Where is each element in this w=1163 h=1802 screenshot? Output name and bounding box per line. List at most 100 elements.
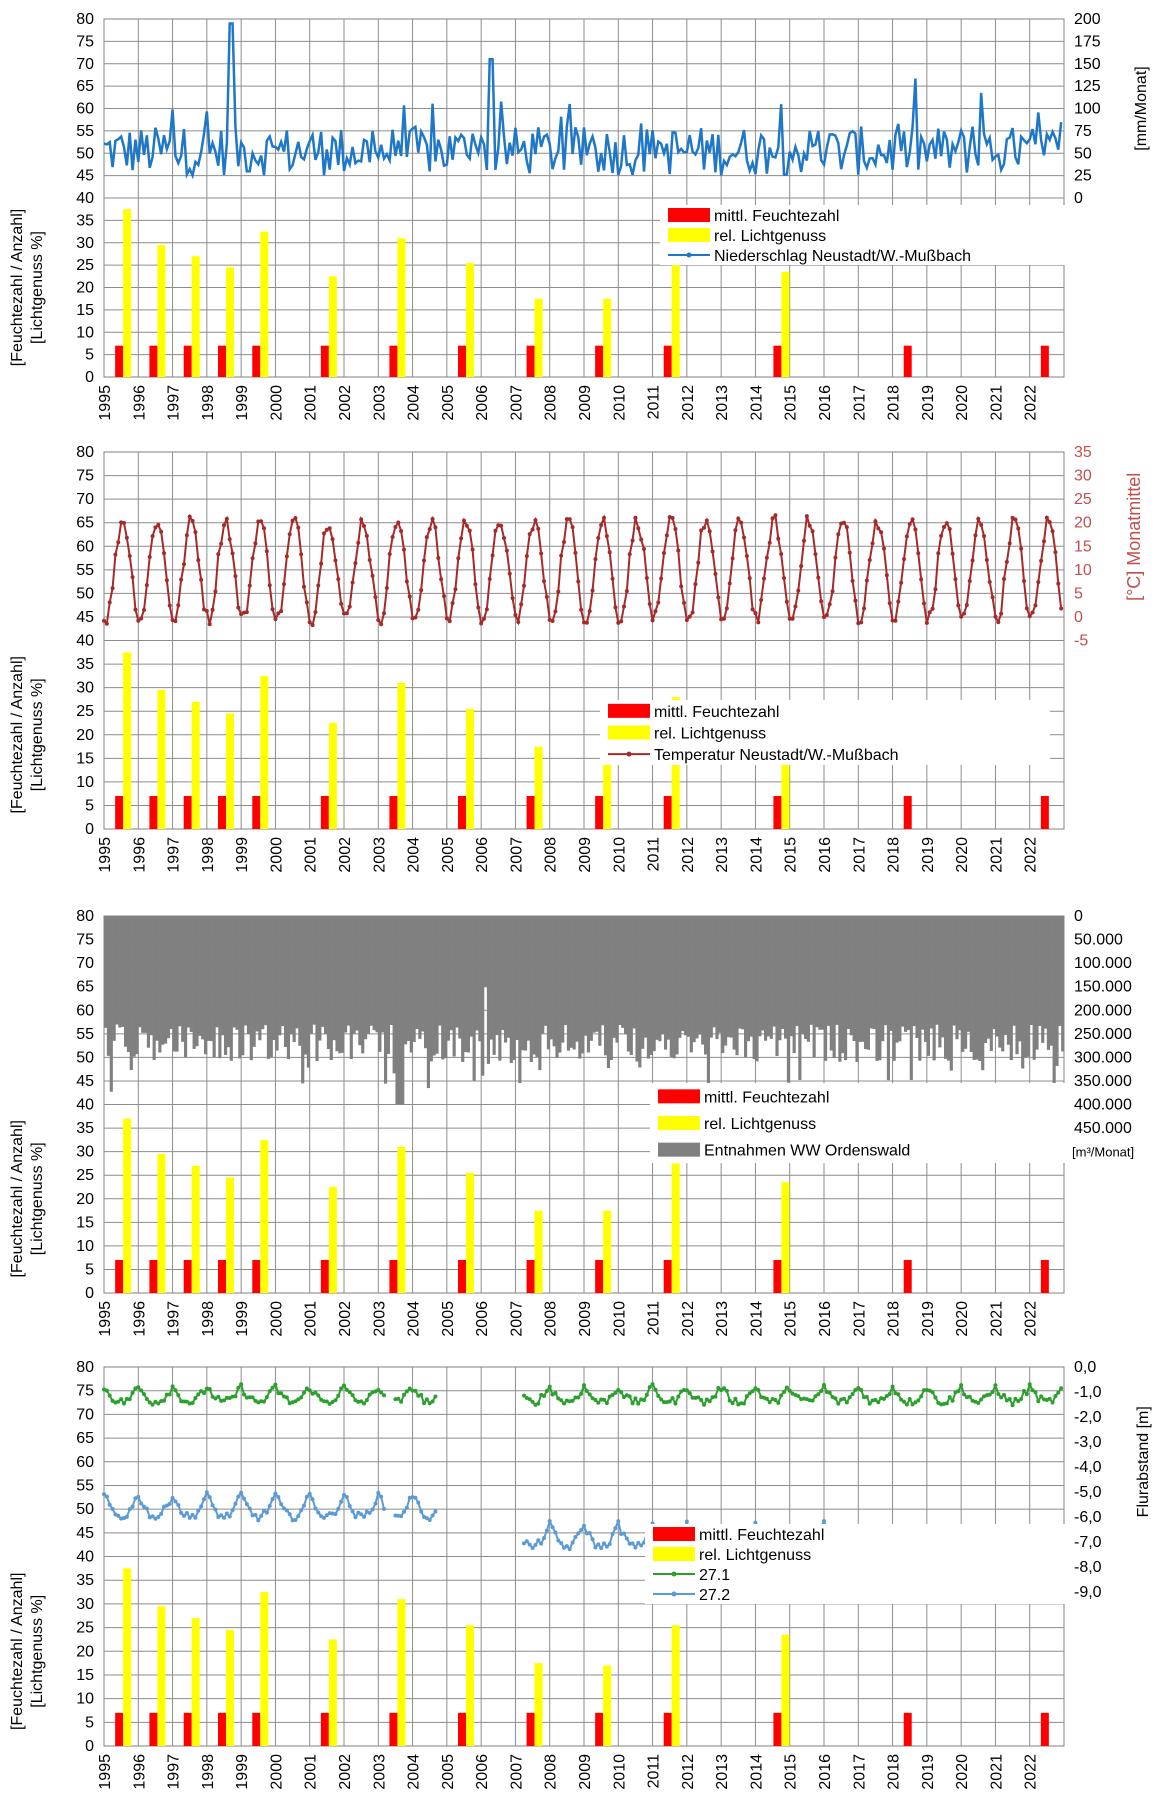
licht-bar bbox=[157, 1154, 165, 1293]
withdrawal-bar bbox=[438, 916, 441, 1026]
groundwater-point bbox=[733, 1397, 737, 1401]
withdrawal-bar bbox=[458, 916, 461, 1039]
groundwater-point bbox=[631, 1541, 635, 1545]
groundwater-point bbox=[171, 1496, 175, 1500]
left-axis-label: [Feuchtezahl / Anzahl] bbox=[9, 1120, 26, 1277]
withdrawal-bar bbox=[281, 916, 284, 1026]
groundwater-point bbox=[828, 1391, 832, 1395]
feuchte-bar bbox=[149, 1260, 157, 1293]
temperature-point bbox=[859, 620, 863, 624]
temperature-point bbox=[105, 622, 109, 626]
feuchte-bar bbox=[218, 1260, 226, 1293]
x-tick-label: 2018 bbox=[886, 837, 903, 873]
groundwater-point bbox=[262, 1400, 266, 1404]
groundwater-point bbox=[248, 1507, 252, 1511]
legend: mittl. Feuchtezahlrel. LichtgenussTemper… bbox=[600, 700, 1050, 765]
groundwater-point bbox=[976, 1401, 980, 1405]
groundwater-point bbox=[179, 1511, 183, 1515]
withdrawal-bar bbox=[884, 916, 887, 1025]
withdrawal-bar bbox=[630, 916, 633, 1055]
temperature-point bbox=[911, 517, 915, 521]
temperature-point bbox=[702, 526, 706, 530]
licht-bar bbox=[603, 299, 611, 377]
feuchte-bar bbox=[218, 346, 226, 377]
temperature-point bbox=[782, 576, 786, 580]
groundwater-point bbox=[176, 1393, 180, 1397]
temperature-point bbox=[819, 599, 823, 603]
legend-label: Entnahmen WW Ordenswald bbox=[704, 1143, 910, 1160]
temperature-point bbox=[825, 613, 829, 617]
withdrawal-bar bbox=[864, 916, 867, 1049]
groundwater-point bbox=[131, 1505, 135, 1509]
groundwater-point bbox=[273, 1491, 277, 1495]
right-tick-label: 0 bbox=[1074, 908, 1083, 925]
temperature-point bbox=[913, 527, 917, 531]
temperature-point bbox=[539, 551, 543, 555]
x-tick-label: 1999 bbox=[234, 1301, 251, 1337]
groundwater-point bbox=[785, 1385, 789, 1389]
temperature-point bbox=[693, 582, 697, 586]
temperature-point bbox=[728, 581, 732, 585]
left-tick-label: 80 bbox=[76, 444, 94, 461]
withdrawal-bar bbox=[284, 916, 287, 1047]
left-tick-label: 20 bbox=[76, 280, 94, 297]
withdrawal-bar bbox=[575, 916, 578, 1042]
withdrawal-bar bbox=[444, 916, 447, 1058]
temperature-point bbox=[162, 551, 166, 555]
withdrawal-bar bbox=[373, 916, 376, 1030]
temperature-point bbox=[1036, 580, 1040, 584]
withdrawal-bar bbox=[1004, 916, 1007, 1035]
temperature-point bbox=[636, 526, 640, 530]
groundwater-point bbox=[242, 1393, 246, 1397]
withdrawal-bar bbox=[487, 916, 490, 1064]
feuchte-bar bbox=[184, 346, 192, 377]
licht-bar bbox=[781, 272, 789, 377]
left-tick-label: 0 bbox=[85, 1285, 94, 1302]
temperature-point bbox=[365, 534, 369, 538]
temperature-point bbox=[762, 577, 766, 581]
groundwater-point bbox=[536, 1402, 540, 1406]
temperature-point bbox=[888, 601, 892, 605]
temperature-point bbox=[385, 586, 389, 590]
feuchte-bar bbox=[904, 346, 912, 377]
groundwater-point bbox=[608, 1542, 612, 1546]
groundwater-point bbox=[731, 1401, 735, 1405]
groundwater-point bbox=[271, 1386, 275, 1390]
right-tick-label: 35 bbox=[1074, 444, 1092, 461]
x-tick-label: 2016 bbox=[817, 1754, 834, 1790]
withdrawal-bar bbox=[244, 916, 247, 1025]
groundwater-point bbox=[545, 1389, 549, 1393]
left-tick-label: 35 bbox=[76, 212, 94, 229]
groundwater-point bbox=[382, 1393, 386, 1397]
temperature-point bbox=[731, 556, 735, 560]
feuchte-bar bbox=[458, 1260, 466, 1293]
groundwater-point bbox=[296, 1514, 300, 1518]
temperature-point bbox=[853, 599, 857, 603]
withdrawal-bar bbox=[584, 916, 587, 1036]
temperature-point bbox=[799, 564, 803, 568]
withdrawal-bar bbox=[221, 916, 224, 1035]
withdrawal-bar bbox=[950, 916, 953, 1071]
temperature-point bbox=[296, 526, 300, 530]
withdrawal-bar bbox=[201, 916, 204, 1039]
feuchte-bar bbox=[252, 1713, 260, 1746]
withdrawal-bar bbox=[267, 916, 270, 1059]
temperature-point bbox=[482, 617, 486, 621]
left-tick-label: 35 bbox=[76, 1572, 94, 1589]
withdrawal-bar bbox=[924, 916, 927, 1042]
withdrawal-bar bbox=[270, 916, 273, 1057]
withdrawal-bar bbox=[733, 916, 736, 1050]
temperature-point bbox=[802, 539, 806, 543]
withdrawal-bar bbox=[827, 916, 830, 1026]
withdrawal-bar bbox=[818, 916, 821, 1030]
temperature-point bbox=[751, 607, 755, 611]
left-tick-label: 45 bbox=[76, 609, 94, 626]
withdrawal-bar bbox=[461, 916, 464, 1062]
groundwater-point bbox=[651, 1382, 655, 1386]
temperature-point bbox=[165, 578, 169, 582]
withdrawal-bar bbox=[993, 916, 996, 1029]
groundwater-point bbox=[1053, 1394, 1057, 1398]
temperature-point bbox=[968, 579, 972, 583]
temperature-point bbox=[173, 619, 177, 623]
right-tick-label: 350.000 bbox=[1074, 1073, 1132, 1090]
